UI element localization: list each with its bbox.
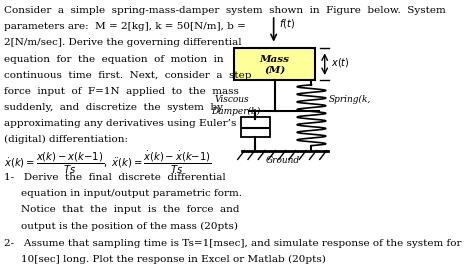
Text: $\dot{x}(k) = \dfrac{x(k)-x(k{-}1)}{Ts}$$,\ \ddot{x}(k) = \dfrac{\dot{x}(k)-\dot: $\dot{x}(k) = \dfrac{x(k)-x(k{-}1)}{Ts}$… [4, 150, 212, 176]
Text: (M): (M) [264, 66, 285, 75]
Text: Consider  a  simple  spring-mass-damper  system  shown  in  Figure  below.  Syst: Consider a simple spring-mass-damper sys… [4, 6, 446, 15]
Bar [241, 117, 270, 137]
Text: parameters are:  M = 2[kg], k = 50[N/m], b =: parameters are: M = 2[kg], k = 50[N/m], … [4, 22, 246, 31]
Text: 2[N/m/sec]. Derive the governing differential: 2[N/m/sec]. Derive the governing differe… [4, 38, 242, 48]
Text: 1-   Derive  the  final  discrete  differential: 1- Derive the final discrete differentia… [4, 173, 226, 182]
Text: force  input  of  F=1N  applied  to  the  mass: force input of F=1N applied to the mass [4, 87, 239, 96]
Text: output is the position of the mass (20pts): output is the position of the mass (20pt… [21, 221, 238, 231]
Text: $x(t)$: $x(t)$ [331, 56, 350, 69]
Text: Mass: Mass [260, 55, 290, 64]
Text: 10[sec] long. Plot the response in Excel or Matlab (20pts): 10[sec] long. Plot the response in Excel… [21, 255, 326, 264]
Text: approximating any derivatives using Euler’s: approximating any derivatives using Eule… [4, 119, 237, 128]
Text: Spring(k,: Spring(k, [328, 95, 371, 104]
Text: (digital) differentiation:: (digital) differentiation: [4, 135, 128, 144]
Text: equation in input/output parametric form.: equation in input/output parametric form… [21, 189, 242, 198]
Text: Damper(b): Damper(b) [211, 107, 261, 116]
Text: equation  for  the  equation  of  motion  in: equation for the equation of motion in [4, 55, 224, 63]
Text: continuous  time  first.  Next,  consider  a  step: continuous time first. Next, consider a … [4, 71, 252, 80]
Text: 2-   Assume that sampling time is Ts=1[msec], and simulate response of the syste: 2- Assume that sampling time is Ts=1[mse… [4, 239, 462, 248]
Text: Notice  that  the  input  is  the  force  and: Notice that the input is the force and [21, 206, 240, 214]
Text: Ground: Ground [266, 157, 300, 165]
Text: suddenly,  and  discretize  the  system  by: suddenly, and discretize the system by [4, 103, 223, 112]
Text: $f(t)$: $f(t)$ [279, 17, 295, 30]
Text: Viscous: Viscous [215, 95, 250, 104]
Bar [234, 48, 315, 80]
